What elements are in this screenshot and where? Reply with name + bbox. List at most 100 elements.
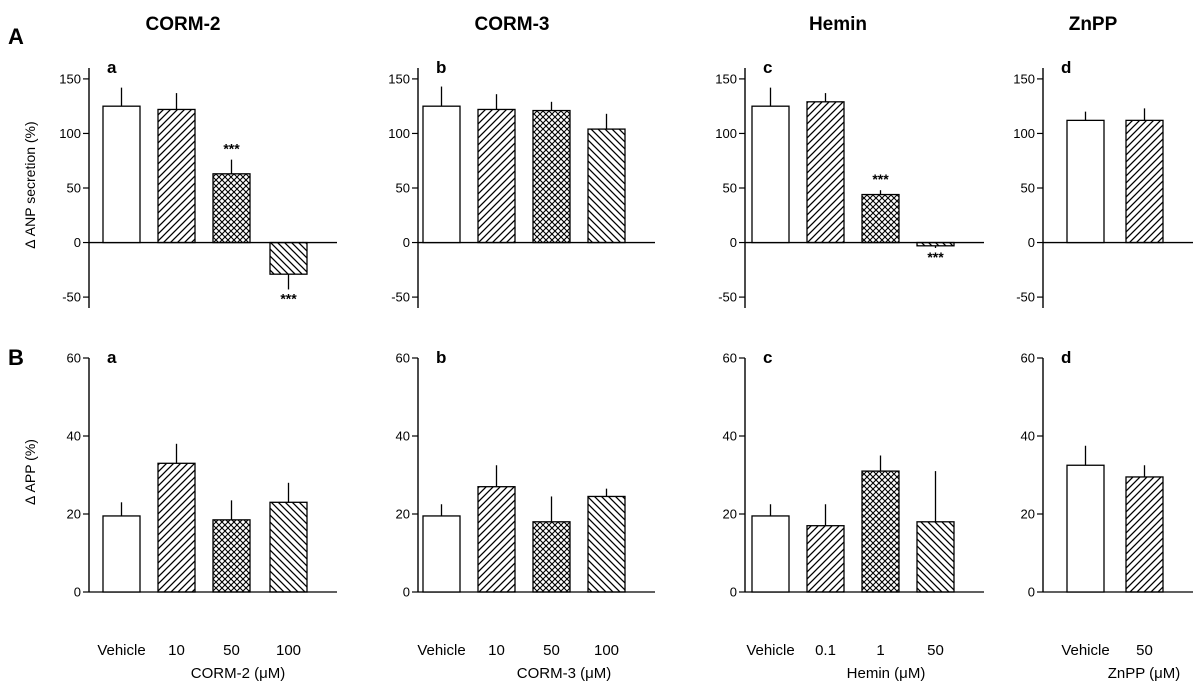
y-axis-label: Δ ANP secretion (%) (22, 121, 38, 248)
bar (157, 108, 196, 244)
y-tick-label: 100 (715, 126, 737, 141)
bar (1066, 119, 1105, 244)
x-axis-label: ZnPP (μM) (1108, 665, 1181, 682)
y-tick-label: 50 (396, 181, 410, 196)
x-axis-label: Hemin (μM) (847, 665, 926, 682)
y-tick-label: 0 (403, 235, 410, 250)
y-tick-label: -50 (718, 290, 737, 305)
bar (806, 101, 845, 244)
y-tick-label: 60 (1021, 351, 1035, 366)
panel-b-a: 0 20 40 60 a Vehicle 10 50 100 CORM-2 (μM) Δ APP (… (22, 348, 337, 682)
row-label-a: A (8, 24, 24, 49)
y-tick-label: 40 (67, 429, 81, 444)
bar (916, 521, 955, 593)
column-title-corm-3: CORM-3 (475, 14, 550, 35)
category-label: 100 (594, 642, 619, 659)
bar (477, 486, 516, 593)
y-tick-label: 150 (388, 71, 410, 86)
y-tick-label: 0 (74, 235, 81, 250)
y-tick-label: 100 (1013, 126, 1035, 141)
significance-marker: *** (223, 141, 240, 157)
bar (269, 501, 308, 593)
y-tick-label: 0 (730, 585, 737, 600)
y-tick-label: 150 (59, 71, 81, 86)
y-tick-label: 20 (396, 507, 410, 522)
bar (806, 525, 845, 593)
y-tick-label: 0 (1028, 585, 1035, 600)
category-label: 100 (276, 642, 301, 659)
panel-a-a: -50 0 50 100 150 a *** *** Δ ANP secretion (%) (22, 58, 337, 308)
y-tick-label: 20 (67, 507, 81, 522)
panel-b-d: 0 20 40 60 d Vehicle 50 ZnPP (μM) (1021, 348, 1193, 682)
bar (1125, 119, 1164, 244)
bar (422, 105, 461, 244)
y-tick-label: -50 (1016, 290, 1035, 305)
panel-a-d: -50 0 50 100 150 d (1013, 58, 1193, 308)
y-tick-label: 60 (396, 351, 410, 366)
category-label: 50 (1136, 642, 1153, 659)
category-label: Vehicle (1061, 642, 1109, 659)
significance-marker: *** (872, 171, 889, 187)
bar (751, 105, 790, 244)
category-label: 10 (488, 642, 505, 659)
y-tick-label: 20 (1021, 507, 1035, 522)
y-tick-label: 50 (723, 181, 737, 196)
category-label: 50 (543, 642, 560, 659)
significance-marker: *** (280, 290, 297, 306)
bar (212, 173, 251, 244)
y-axis-label: Δ APP (%) (22, 439, 38, 505)
significance-marker: *** (927, 249, 944, 265)
bar (102, 515, 141, 593)
y-tick-label: 150 (715, 71, 737, 86)
y-tick-label: 50 (67, 181, 81, 196)
y-tick-label: 40 (723, 429, 737, 444)
bar (1125, 476, 1164, 593)
y-tick-label: 60 (67, 351, 81, 366)
bar (212, 519, 251, 593)
bar (1066, 464, 1105, 593)
x-axis-label: CORM-2 (μM) (191, 665, 285, 682)
bar (102, 105, 141, 244)
y-tick-label: 50 (1021, 181, 1035, 196)
panel-letter: c (763, 348, 772, 367)
panel-letter: b (436, 348, 446, 367)
category-label: 10 (168, 642, 185, 659)
column-title-znpp: ZnPP (1069, 14, 1118, 35)
panel-letter: c (763, 58, 772, 77)
y-tick-label: -50 (62, 290, 81, 305)
bar (532, 521, 571, 593)
y-tick-label: 40 (396, 429, 410, 444)
panel-letter: a (107, 348, 117, 367)
y-tick-label: 100 (59, 126, 81, 141)
bar (861, 470, 900, 593)
row-label-b: B (8, 345, 24, 370)
bar (587, 495, 626, 593)
category-label: 0.1 (815, 642, 836, 659)
y-tick-label: 100 (388, 126, 410, 141)
y-tick-label: 40 (1021, 429, 1035, 444)
category-label: Vehicle (97, 642, 145, 659)
bar (587, 128, 626, 244)
y-tick-label: 20 (723, 507, 737, 522)
panel-a-c: -50 0 50 100 150 c *** *** (715, 58, 984, 308)
bar (269, 241, 308, 275)
panel-letter: d (1061, 58, 1071, 77)
bar (157, 462, 196, 593)
panel-letter: d (1061, 348, 1071, 367)
panel-letter: a (107, 58, 117, 77)
y-tick-label: 0 (403, 585, 410, 600)
bar (532, 109, 571, 244)
column-title-corm-2: CORM-2 (146, 14, 221, 35)
category-label: 1 (876, 642, 884, 659)
y-tick-label: 150 (1013, 71, 1035, 86)
column-title-hemin: Hemin (809, 14, 867, 35)
bar (916, 241, 955, 247)
category-label: 50 (223, 642, 240, 659)
y-tick-label: 0 (730, 235, 737, 250)
y-tick-label: 60 (723, 351, 737, 366)
bar (477, 108, 516, 244)
panel-letter: b (436, 58, 446, 77)
category-label: Vehicle (746, 642, 794, 659)
